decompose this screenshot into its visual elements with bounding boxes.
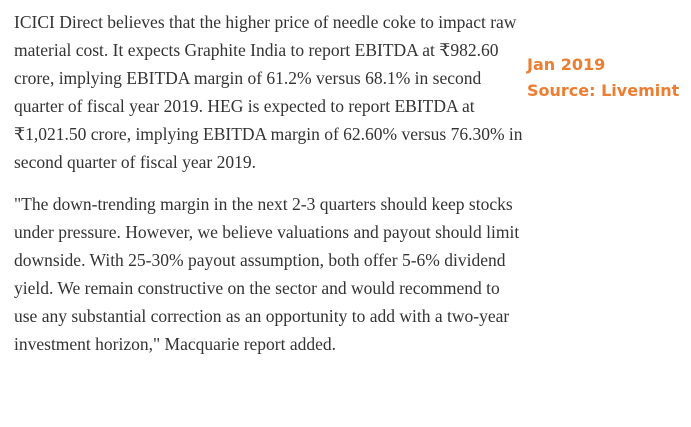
article-paragraph-1: ICICI Direct believes that the higher pr… (14, 12, 523, 172)
source-annotation: Jan 2019 Source: Livemint (527, 52, 679, 104)
annotation-date: Jan 2019 (527, 55, 606, 74)
annotation-source: Source: Livemint (527, 81, 680, 100)
article-body: ICICI Direct believes that the higher pr… (14, 8, 524, 372)
article-paragraph-2: "The down-trending margin in the next 2-… (14, 194, 520, 354)
